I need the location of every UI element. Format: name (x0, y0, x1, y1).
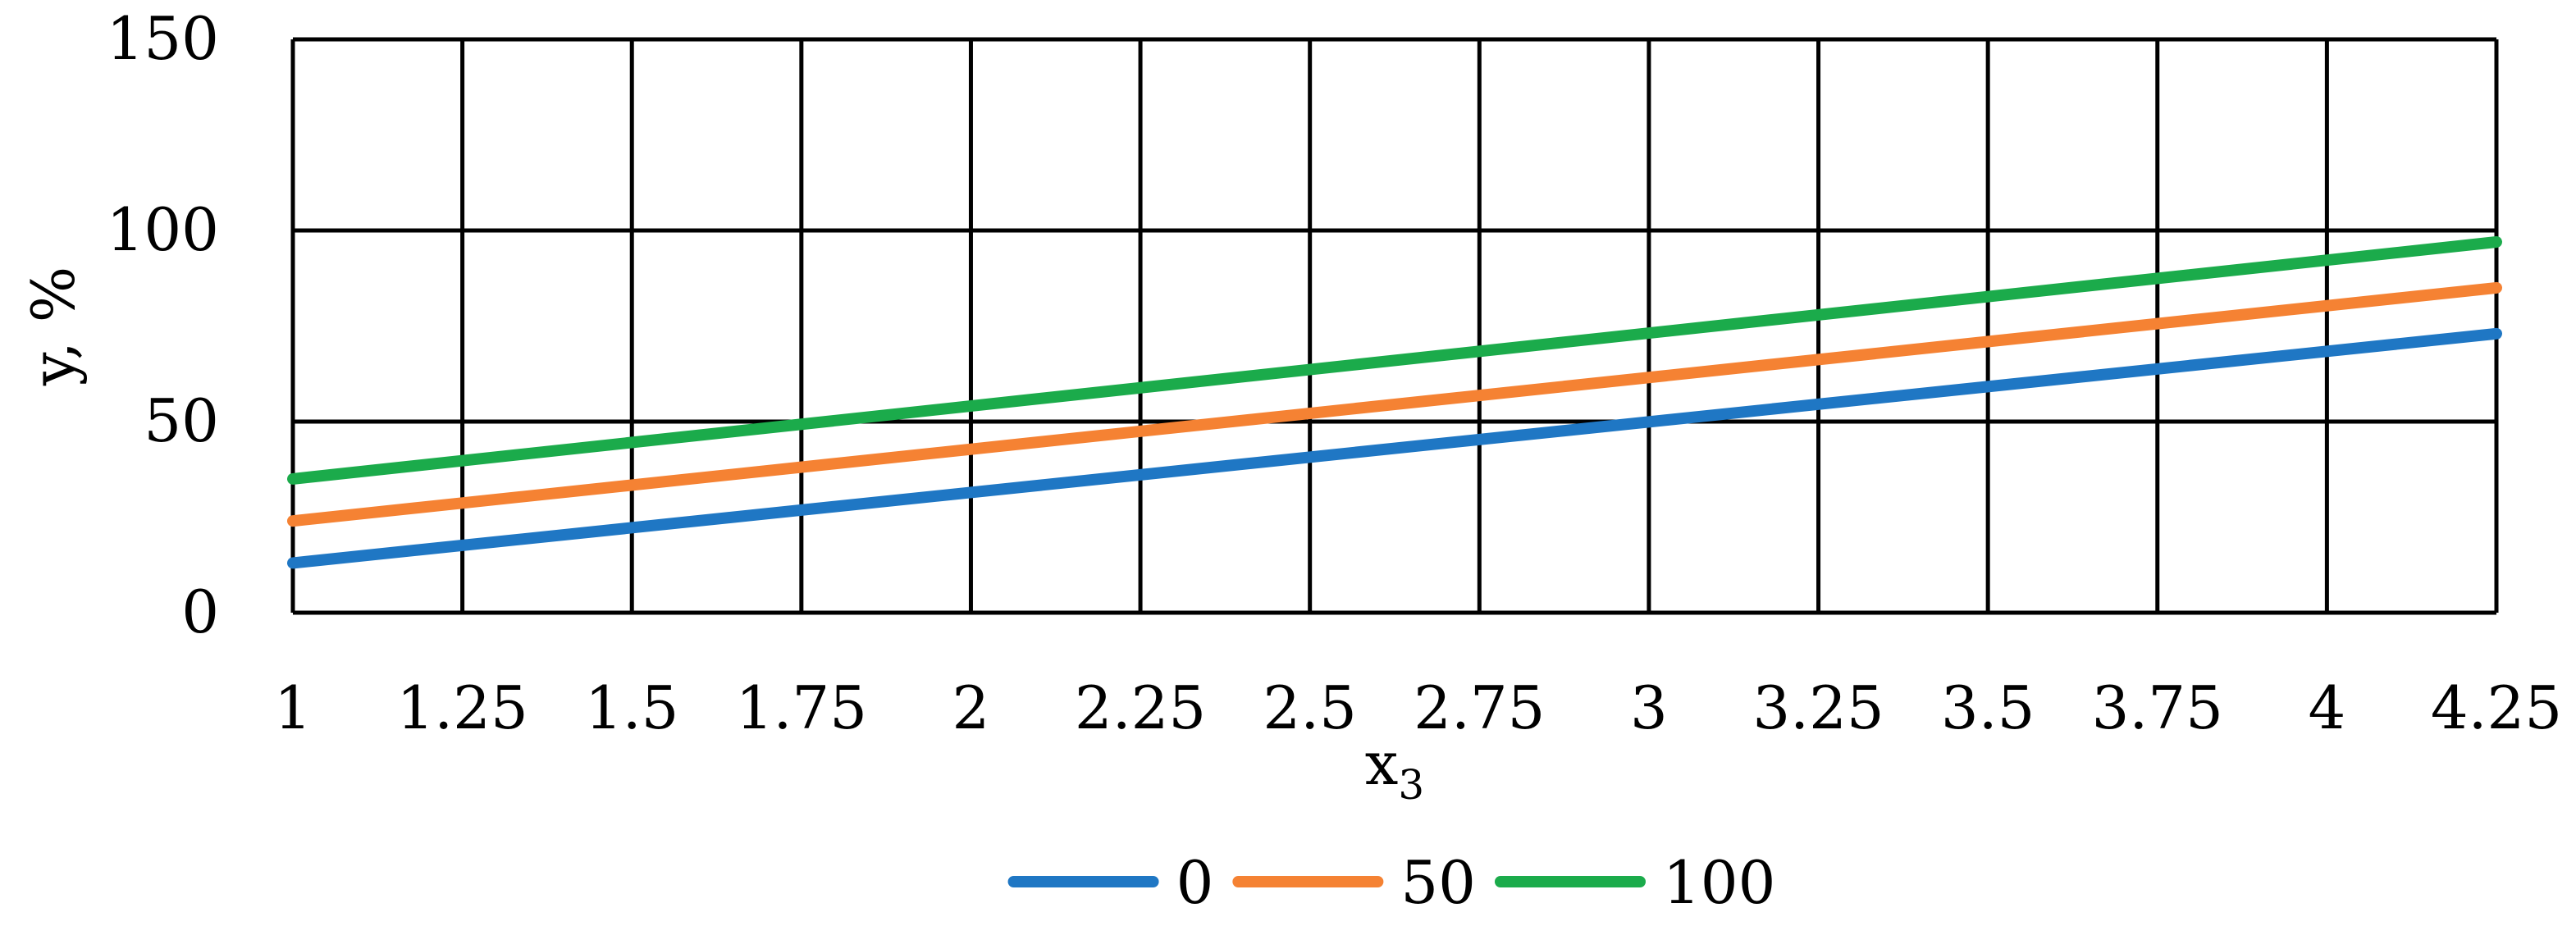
series-line-0 (287, 327, 2502, 569)
x-tick-label: 2.5 (1263, 673, 1357, 742)
legend-label: 0 (1176, 848, 1214, 917)
x-tick-label: 1 (274, 673, 312, 742)
x-tick-label: 3.25 (1752, 673, 1884, 742)
grid (290, 37, 2499, 615)
x-tick-label: 2.25 (1075, 673, 1206, 742)
legend-item-50: 50 (1232, 848, 1476, 917)
legend: 0 50 100 (1007, 848, 1775, 917)
series-group (287, 235, 2502, 569)
x-tick-label: 1.75 (736, 673, 867, 742)
legend-label: 100 (1663, 848, 1775, 917)
x-tick-label: 3 (1630, 673, 1668, 742)
y-axis-ticks: 0 50 100 150 (107, 4, 219, 646)
x-axis-title: x3 (1365, 729, 1424, 809)
legend-item-0: 0 (1007, 848, 1214, 917)
x-tick-label: 4 (2308, 673, 2345, 742)
y-axis-title: y, % (19, 267, 88, 386)
series-line-100 (287, 235, 2502, 485)
legend-item-100: 100 (1495, 848, 1775, 917)
x-axis-title-main: x (1365, 729, 1399, 798)
x-tick-label: 3.5 (1941, 673, 2035, 742)
x-tick-label: 1.5 (585, 673, 679, 742)
y-tick-label: 0 (181, 577, 219, 646)
legend-label: 50 (1400, 848, 1476, 917)
series-line-50 (287, 281, 2502, 527)
x-axis-ticks: 1 1.25 1.5 1.75 2 2.25 2.5 2.75 3 3.25 3.5 3.75 4 4.2… (274, 673, 2562, 742)
x-axis-title-subscript: 3 (1398, 761, 1424, 809)
y-tick-label: 100 (107, 195, 219, 264)
x-tick-label: 3.75 (2092, 673, 2223, 742)
y-tick-label: 50 (144, 386, 219, 455)
x-tick-label: 2 (952, 673, 990, 742)
x-tick-label: 4.25 (2431, 673, 2562, 742)
x-tick-label: 1.25 (396, 673, 528, 742)
y-tick-label: 150 (107, 4, 219, 73)
x-tick-label: 2.75 (1414, 673, 1545, 742)
